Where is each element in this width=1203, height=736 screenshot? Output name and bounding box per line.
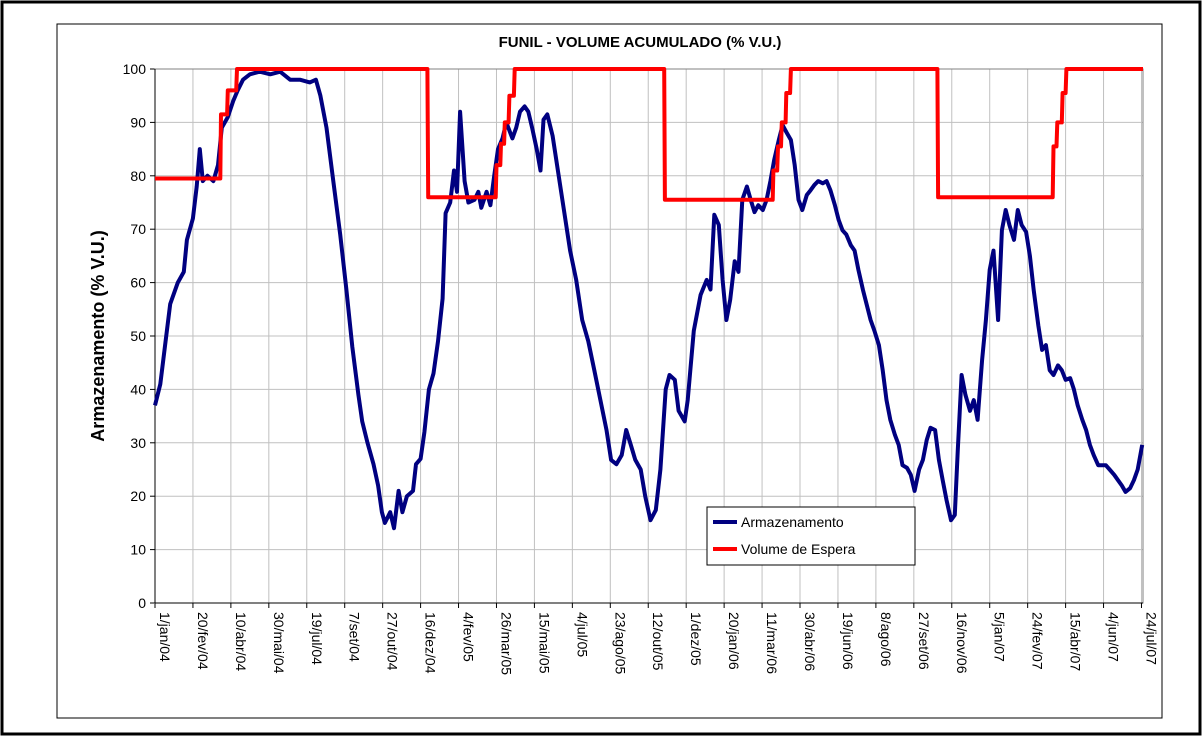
x-tick-label: 15/abr/07 <box>1068 612 1084 671</box>
x-tick-label: 5/jan/07 <box>992 612 1008 662</box>
y-tick-label: 30 <box>130 435 146 451</box>
legend-label: Armazenamento <box>741 514 844 530</box>
y-tick-label: 70 <box>130 221 146 237</box>
y-tick-label: 100 <box>123 61 147 77</box>
plot: 0 10 20 30 40 50 60 70 80 90 100 1/jan/04 20/fev/04 1… <box>123 61 1160 675</box>
x-tick-label: 1/dez/05 <box>688 612 704 666</box>
x-tick-label: 20/fev/04 <box>195 612 211 670</box>
x-tick-label: 12/out/05 <box>650 612 666 671</box>
x-tick-label: 7/set/04 <box>347 612 363 662</box>
x-tick-label: 20/jan/06 <box>726 612 742 670</box>
chart-title: FUNIL - VOLUME ACUMULADO (% V.U.) <box>499 34 782 51</box>
x-tick-label: 24/fev/07 <box>1030 612 1046 670</box>
x-tick-label: 19/jun/06 <box>840 612 856 670</box>
data-line <box>155 67 1143 202</box>
y-tick-label: 20 <box>130 488 146 504</box>
x-tick-label: 11/mar/06 <box>764 612 780 674</box>
x-tick-label: 16/nov/06 <box>954 612 970 674</box>
x-tick-label: 27/out/04 <box>385 612 401 671</box>
y-tick-label: 50 <box>130 328 146 344</box>
y-tick-label: 10 <box>130 542 146 558</box>
x-tick-label: 27/set/06 <box>916 612 932 670</box>
y-tick-label: 90 <box>130 114 146 130</box>
x-tick-label: 26/mar/05 <box>498 612 514 675</box>
x-tick-label: 10/abr/04 <box>233 612 249 671</box>
x-tick-label: 4/jul/05 <box>574 612 590 657</box>
y-axis-label: Armazenamento (% V.U.) <box>88 230 108 441</box>
y-tick-label: 40 <box>130 381 146 397</box>
y-tick-label: 60 <box>130 275 146 291</box>
x-tick-label: 8/ago/06 <box>878 612 894 667</box>
x-tick-label: 4/fev/05 <box>461 612 477 662</box>
x-tick-label: 23/ago/05 <box>612 612 628 674</box>
data-line <box>153 69 1145 531</box>
x-tick-label: 30/abr/06 <box>802 612 818 671</box>
legend-label: Volume de Espera <box>741 541 856 557</box>
x-tick-label: 1/jan/04 <box>157 612 173 662</box>
x-tick-label: 30/mai/04 <box>271 612 287 674</box>
legend-box <box>706 506 916 566</box>
x-tick-label: 19/jul/04 <box>309 612 325 665</box>
x-tick-label: 16/dez/04 <box>423 612 439 674</box>
x-tick-label: 24/jul/07 <box>1143 612 1159 665</box>
y-tick-label: 80 <box>130 168 146 184</box>
y-tick-label: 0 <box>138 595 146 611</box>
x-tick-label: 15/mai/05 <box>536 612 552 674</box>
x-tick-label: 4/jun/07 <box>1106 612 1122 662</box>
legend: Armazenamento Volume de Espera <box>706 506 916 566</box>
